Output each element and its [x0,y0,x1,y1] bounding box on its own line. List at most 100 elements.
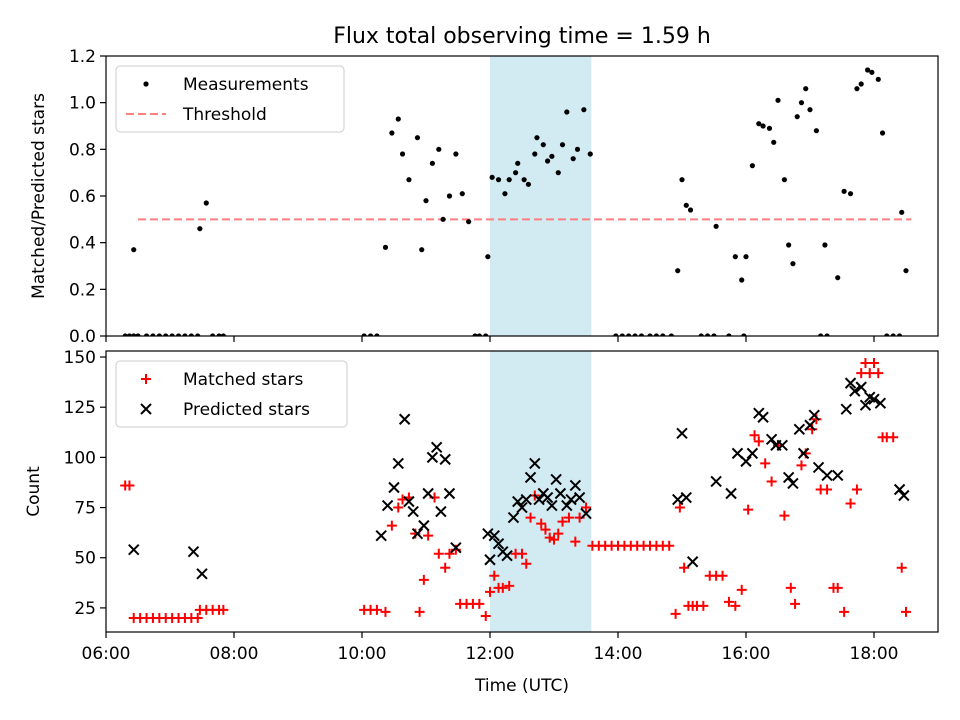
y-tick-label: 1.2 [69,47,96,67]
matched-point [563,512,574,523]
legend-box [115,65,345,133]
predicted-point [793,423,806,435]
measurement-point [534,135,540,141]
measurement-point [188,333,194,336]
measurement-point [698,333,704,336]
measurement-point [182,333,188,336]
matched-point [888,432,899,443]
predicted-point [484,554,496,566]
measurement-point [869,69,875,75]
matched-point [856,368,867,379]
legend-box [115,360,348,428]
predicted-point [868,393,880,405]
measurement-point [775,97,781,103]
matched-point [811,414,822,425]
x-tick-label: 18:00 [850,644,899,664]
legend-label: Measurements [183,75,309,95]
measurement-point [679,177,685,183]
matched-point [730,600,741,611]
measurement-point [525,181,532,187]
predicted-point [849,385,861,397]
measurement-point [555,170,561,176]
measurement-point [459,191,465,197]
measurement-point [485,254,491,260]
predicted-point [524,471,537,484]
matched-point [480,610,491,621]
matched-point [485,586,495,597]
measurement-point [446,193,453,199]
matched-point [536,518,547,529]
x-axis-label: Time (UTC) [474,676,569,696]
axes-frame [105,350,939,633]
predicted-point [529,457,541,470]
matched-point [670,608,681,619]
predicted-point [196,568,208,580]
predicted-point [450,541,462,554]
matched-point [414,606,425,617]
matched-point [822,484,833,495]
measurement-point [156,333,162,336]
matched-point [860,358,871,369]
predicted-point [507,511,520,524]
y-tick-label: 150 [64,348,96,368]
predicted-point [554,487,567,500]
measurement-point [807,107,813,113]
measurement-point [169,333,175,336]
measurement-point [835,275,841,281]
measurement-point [638,333,645,336]
measurement-point [419,247,425,253]
predicted-point [516,501,528,514]
predicted-point [680,491,692,504]
measurement-point [429,160,435,166]
measurement-point [581,107,587,113]
predicted-point [407,505,419,518]
measurement-point [126,333,133,336]
measurement-point [813,128,820,134]
matched-point [371,604,382,615]
measurement-point [440,216,446,222]
predicted-point [392,457,404,470]
matched-point [570,536,581,547]
x-tick-label: 10:00 [338,644,387,664]
measurement-point [382,244,389,250]
predicted-point [676,427,688,440]
measurement-point [515,160,521,166]
predicted-point [418,519,430,532]
measurement-point [489,174,495,180]
measurement-point [395,116,401,122]
measurement-point [545,158,551,164]
measurement-point [726,333,732,336]
panel-1: 0.0 0.2 0.4 0.6 0.8 1.0 1.2 Matched/Predicted s… [29,47,939,347]
measurement-point [414,135,421,141]
matched-point [549,534,559,545]
matched-point [901,606,911,617]
predicted-point [430,441,443,454]
plot-area [120,358,911,623]
measurement-point [781,177,788,183]
predicted-point [565,493,577,506]
matched-point [749,430,760,441]
measurement-point [771,139,777,145]
x-tick-label: 14:00 [594,644,643,664]
matched-point [698,600,709,611]
predicted-point [422,487,434,500]
predicted-point [808,409,820,421]
predicted-point [488,529,500,542]
measurement-point [195,333,201,336]
measurement-point [476,333,482,336]
measurement-point [858,81,864,87]
plot-area [122,67,912,336]
legend-label: Threshold [182,105,267,125]
matched-point [386,520,397,531]
measurement-point [406,177,412,183]
measurement-point [660,333,666,336]
predicted-point [541,491,554,504]
measurement-point [361,333,367,336]
y-axis-label: Matched/Predicted stars [29,93,49,299]
measurement-point [613,333,619,336]
measurement-point [683,202,689,208]
measurement-point [570,156,576,162]
predicted-point [520,493,532,506]
predicted-point [787,477,799,490]
